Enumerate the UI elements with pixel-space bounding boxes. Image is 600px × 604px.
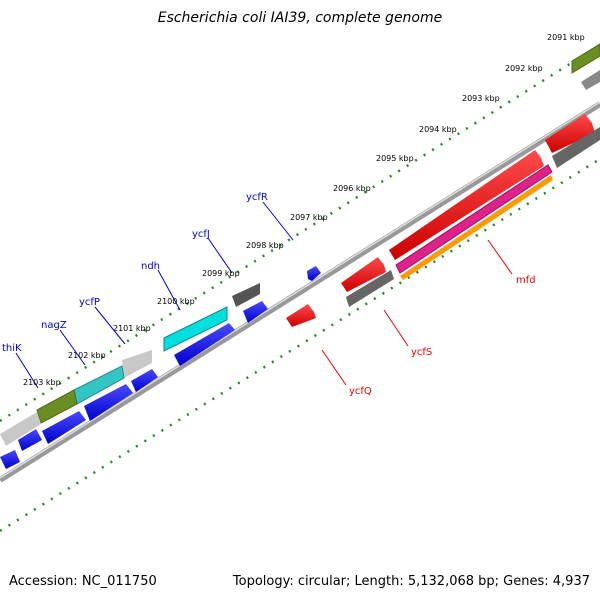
reverse-genes bbox=[286, 114, 595, 327]
gene-block[interactable] bbox=[0, 412, 41, 446]
gene-label-nagZ[interactable]: nagZ bbox=[41, 320, 67, 331]
outer-tick-ring bbox=[0, 43, 600, 423]
kbp-label: 2092 kbp bbox=[505, 64, 543, 73]
kbp-label: 2094 kbp bbox=[419, 125, 457, 134]
gene-ycfS[interactable] bbox=[341, 257, 386, 292]
gene-ndh[interactable] bbox=[174, 323, 235, 366]
gene-block[interactable] bbox=[346, 270, 394, 307]
gene-blue[interactable] bbox=[42, 411, 86, 444]
gene-labels: ycfR ycfJ ndh ycfP nagZ thiK mfd ycfS yc… bbox=[2, 192, 536, 397]
kbp-label: 2096 kbp bbox=[333, 184, 371, 193]
genome-backbone bbox=[0, 101, 600, 483]
gene-label-ycfS[interactable]: ycfS bbox=[411, 347, 432, 358]
kbp-label: 2098 kbp bbox=[246, 241, 284, 250]
kbp-labels: 2091 kbp 2092 kbp 2093 kbp 2094 kbp 2095… bbox=[23, 33, 585, 387]
gene-ycfJ[interactable] bbox=[243, 301, 268, 323]
kbp-label: 2103 kbp bbox=[23, 378, 61, 387]
kbp-label: 2091 kbp bbox=[547, 33, 585, 42]
kbp-label: 2101 kbp bbox=[113, 324, 151, 333]
gene-block[interactable] bbox=[571, 43, 600, 74]
forward-genes bbox=[0, 266, 321, 469]
gene-label-ycfP[interactable]: ycfP bbox=[79, 297, 100, 308]
gene-ycfP[interactable] bbox=[131, 369, 158, 392]
gene-blue[interactable] bbox=[18, 429, 42, 451]
kbp-label: 2095 kbp bbox=[376, 154, 414, 163]
map-title: Escherichia coli IAI39, complete genome bbox=[157, 10, 443, 26]
kbp-label: 2102 kbp bbox=[68, 351, 106, 360]
gene-block[interactable] bbox=[581, 70, 600, 90]
forward-label-lines bbox=[15, 201, 294, 389]
gene-label-mfd[interactable]: mfd bbox=[516, 275, 536, 286]
kbp-label: 2100 kbp bbox=[157, 297, 195, 306]
gene-thiK[interactable] bbox=[0, 450, 20, 469]
gene-ycfR[interactable] bbox=[307, 266, 321, 281]
gene-mfd[interactable] bbox=[389, 150, 544, 260]
gene-block[interactable] bbox=[122, 350, 152, 378]
reverse-label-lines bbox=[321, 239, 513, 386]
gene-block[interactable] bbox=[395, 164, 553, 274]
gene-block[interactable] bbox=[232, 283, 260, 307]
gene-label-ycfJ[interactable]: ycfJ bbox=[192, 229, 210, 240]
cog-track-reverse bbox=[346, 127, 600, 307]
kbp-label: 2093 kbp bbox=[462, 94, 500, 103]
kbp-label: 2099 kbp bbox=[202, 269, 240, 278]
gene-label-thiK[interactable]: thiK bbox=[2, 343, 22, 354]
gene-block[interactable] bbox=[163, 306, 228, 352]
gene-red[interactable] bbox=[545, 114, 595, 153]
gene-label-ndh[interactable]: ndh bbox=[141, 261, 160, 272]
gene-block[interactable] bbox=[36, 389, 78, 424]
gene-label-ycfQ[interactable]: ycfQ bbox=[349, 386, 372, 397]
accession-text: Accession: NC_011750 bbox=[9, 574, 157, 589]
gene-ycfQ[interactable] bbox=[286, 304, 316, 327]
gene-nagZ[interactable] bbox=[84, 384, 133, 421]
gene-block[interactable] bbox=[400, 175, 553, 280]
gene-label-ycfR[interactable]: ycfR bbox=[246, 192, 268, 203]
backbone-highlight bbox=[0, 101, 600, 479]
cog-track-forward bbox=[0, 43, 600, 446]
kbp-label: 2097 kbp bbox=[290, 213, 328, 222]
genome-summary-text: Topology: circular; Length: 5,132,068 bp… bbox=[232, 574, 590, 589]
gene-block[interactable] bbox=[552, 127, 600, 168]
